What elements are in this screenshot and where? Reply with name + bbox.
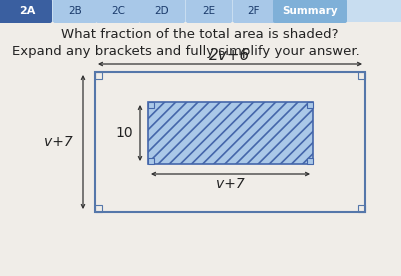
FancyBboxPatch shape (53, 0, 97, 23)
Text: 10: 10 (115, 126, 133, 140)
Text: 2v+6: 2v+6 (209, 49, 251, 63)
Text: 2B: 2B (68, 6, 82, 16)
Text: Summary: Summary (282, 6, 338, 16)
FancyBboxPatch shape (0, 0, 52, 23)
Bar (0, 0, 401, 22)
FancyBboxPatch shape (139, 0, 185, 23)
Text: What fraction of the total area is shaded?: What fraction of the total area is shade… (61, 28, 339, 41)
Bar (95, 72, 365, 212)
Text: 2D: 2D (155, 6, 169, 16)
Text: 2F: 2F (248, 6, 260, 16)
Text: v+7: v+7 (44, 135, 72, 149)
Text: 2A: 2A (19, 6, 35, 16)
Bar (148, 102, 313, 164)
Bar (307, 102, 313, 108)
Bar (95, 72, 102, 79)
Bar (358, 72, 365, 79)
Text: 2E: 2E (203, 6, 216, 16)
Bar (95, 205, 102, 212)
FancyBboxPatch shape (273, 0, 347, 23)
FancyBboxPatch shape (96, 0, 140, 23)
FancyBboxPatch shape (186, 0, 232, 23)
Bar (358, 205, 365, 212)
Text: v+7: v+7 (216, 177, 245, 191)
Text: Expand any brackets and fully simplify your answer.: Expand any brackets and fully simplify y… (12, 46, 360, 59)
Text: 2C: 2C (111, 6, 125, 16)
Bar (148, 102, 154, 108)
Bar (148, 158, 154, 164)
Bar (307, 158, 313, 164)
FancyBboxPatch shape (233, 0, 275, 23)
